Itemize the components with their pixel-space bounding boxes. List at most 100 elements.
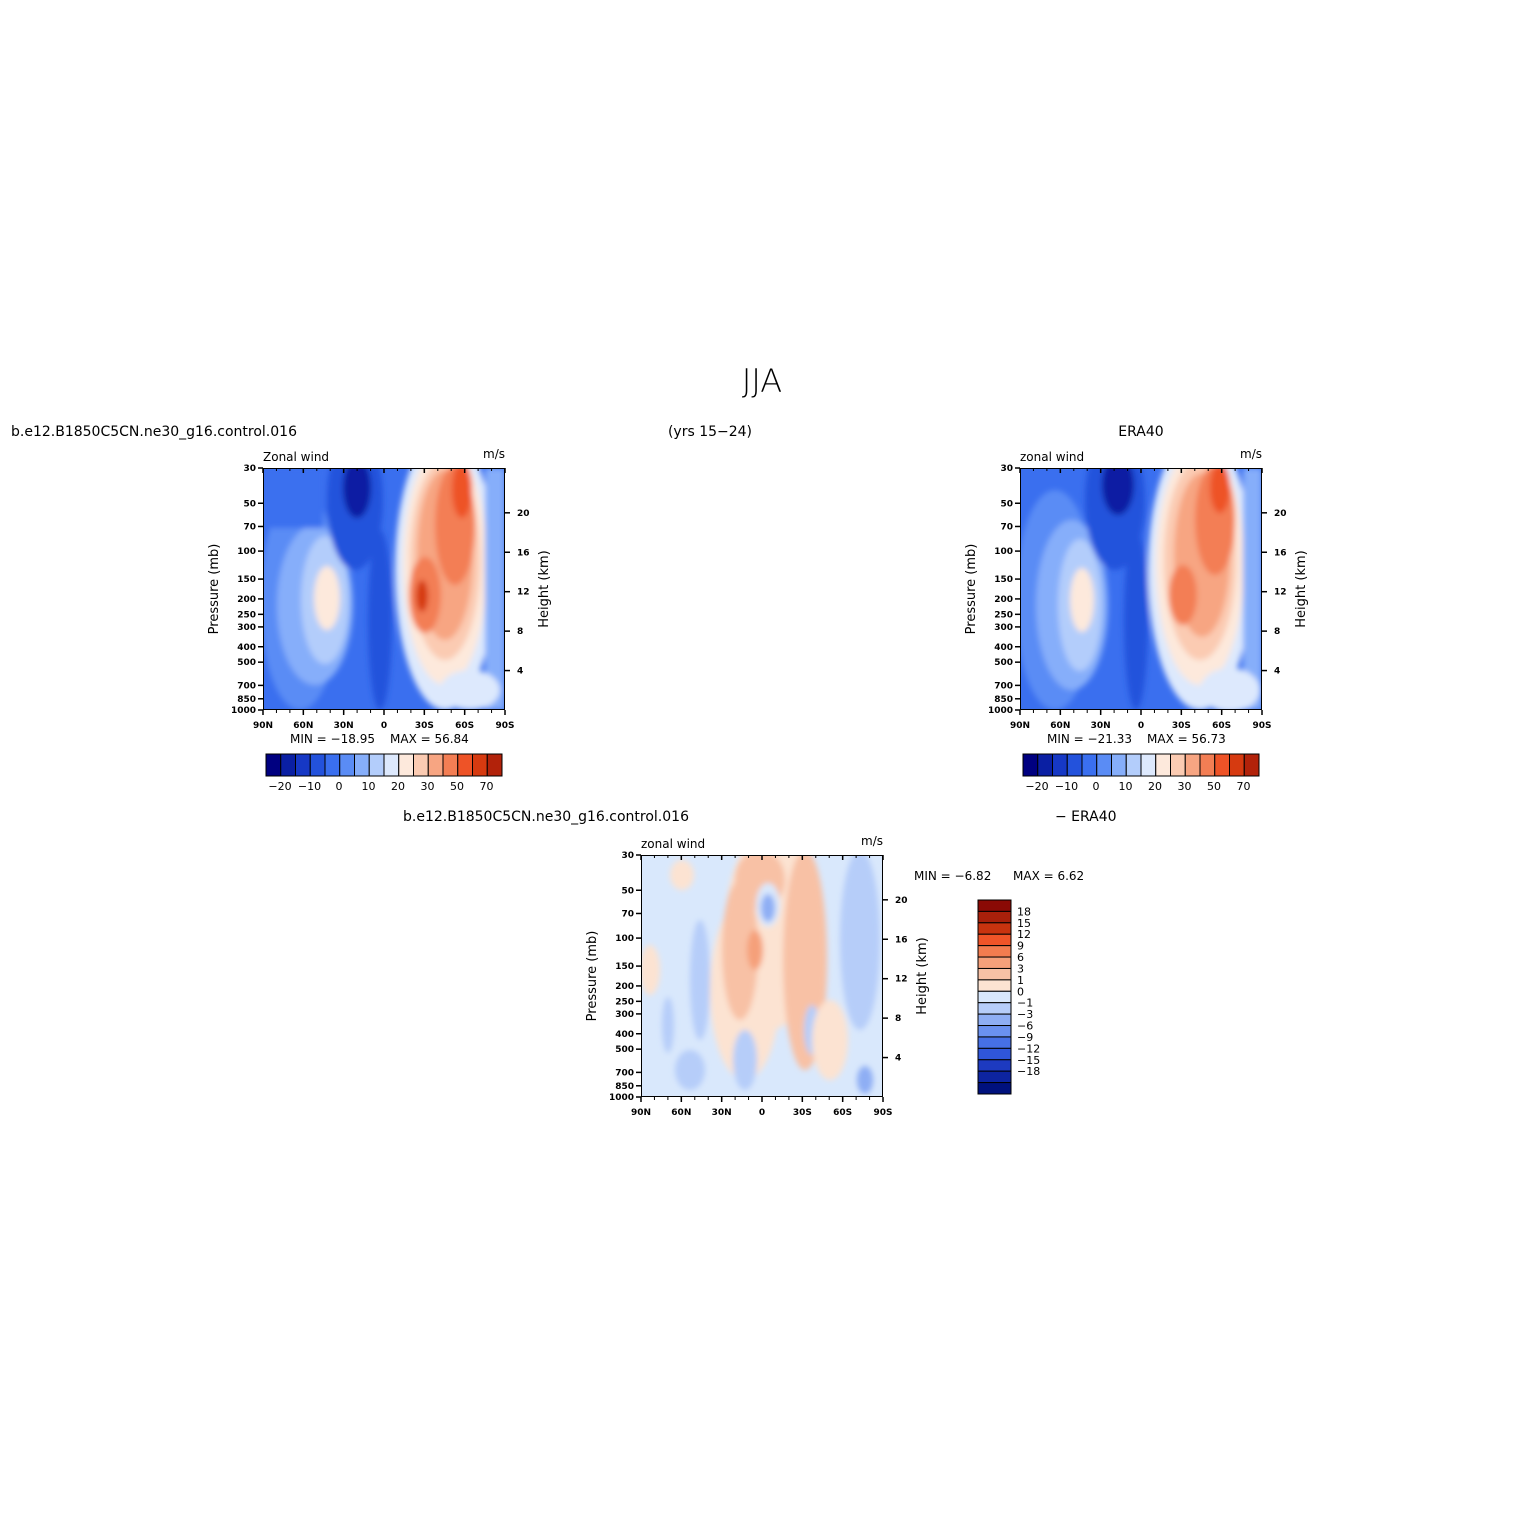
y-tick-label: 50	[1000, 499, 1013, 509]
model-panel: Zonal wind m/s Pressure (mb) Height (km)…	[207, 447, 552, 793]
colorbar-swatch	[977, 899, 1012, 912]
x-tick-label: 60S	[1212, 721, 1231, 731]
y-tick-label: 200	[994, 595, 1013, 605]
y-right-tick-label: 20	[895, 896, 908, 906]
x-tick-label: 90S	[495, 721, 514, 731]
x-tick-label: 30N	[334, 721, 354, 731]
y-right-tick-label: 8	[517, 627, 523, 637]
y-right-tick-label: 20	[1274, 509, 1287, 519]
y-tick-label: 500	[615, 1045, 634, 1055]
colorbar-label: −6	[1017, 1020, 1033, 1033]
colorbar-label: 70	[1237, 780, 1251, 793]
y-tick-label: 400	[994, 643, 1013, 653]
colorbar-swatch	[977, 945, 1012, 958]
colorbar-swatch	[977, 1059, 1012, 1072]
x-tick-label: 30N	[712, 1108, 732, 1118]
diff-max-label: MAX = 6.62	[1013, 869, 1084, 883]
colorbar-swatch	[1022, 753, 1039, 777]
y-right-tick-label: 16	[895, 935, 908, 945]
y-tick-label: 70	[1000, 522, 1013, 532]
colorbar-label: 20	[391, 780, 405, 793]
y-tick-label: 100	[237, 547, 256, 557]
y-tick-label: 850	[237, 695, 256, 705]
x-tick-label: 90N	[1010, 721, 1030, 731]
colorbar-swatch	[457, 753, 473, 777]
y-tick-label: 30	[1000, 464, 1013, 474]
y-right-tick-label: 12	[895, 975, 908, 985]
colorbar-swatch	[1155, 753, 1171, 777]
y-tick-label: 850	[994, 695, 1013, 705]
model-colorbar: −20 −10 0 10 20 30 50 70	[265, 753, 503, 793]
colorbar-label: 30	[1178, 780, 1192, 793]
y-tick-label: 1000	[609, 1093, 634, 1103]
colorbar-swatch	[1140, 753, 1157, 777]
colorbar-label: −18	[1017, 1065, 1040, 1078]
colorbar-label: 0	[336, 780, 343, 793]
y-tick-label: 400	[237, 643, 256, 653]
colorbar-label: 10	[362, 780, 376, 793]
model-axes: 90N 60N 30N 0 30S 60S 90S 30 50 70 100 150 200 250 300…	[231, 464, 530, 731]
colorbar-swatch	[309, 753, 326, 777]
x-tick-label: 60S	[455, 721, 474, 731]
colorbar-swatch	[1037, 753, 1053, 777]
colorbar-label: 9	[1017, 940, 1024, 953]
figure-title: JJA	[742, 362, 782, 400]
x-tick-label: 0	[759, 1108, 765, 1118]
colorbar-swatch	[1170, 753, 1186, 777]
y-tick-label: 200	[237, 595, 256, 605]
model-ylabel: Pressure (mb)	[207, 544, 222, 635]
colorbar-label: 70	[480, 780, 494, 793]
colorbar-label: −20	[268, 780, 291, 793]
diff-ylabel-right: Height (km)	[915, 937, 930, 1014]
colorbar-label: 1	[1017, 974, 1024, 987]
colorbar-swatch	[977, 1025, 1012, 1038]
diff-suffix: − ERA40	[1055, 809, 1117, 825]
x-tick-label: 30S	[793, 1108, 812, 1118]
colorbar-swatch	[977, 990, 1012, 1004]
diff-field	[641, 855, 883, 1097]
colorbar-label: 18	[1017, 905, 1031, 918]
y-right-tick-label: 12	[517, 588, 530, 598]
obs-min-label: MIN = −21.33	[1047, 732, 1132, 746]
colorbar-swatch	[1081, 753, 1098, 777]
y-tick-label: 150	[994, 575, 1013, 585]
y-tick-label: 50	[243, 499, 256, 509]
x-tick-label: 0	[381, 721, 387, 731]
diff-axes: 90N 60N 30N 0 30S 60S 90S 30 50 70 100 150 200 250 300…	[609, 851, 908, 1118]
colorbar-label: −9	[1017, 1031, 1033, 1044]
obs-ylabel: Pressure (mb)	[964, 544, 979, 635]
colorbar-swatch	[977, 1070, 1012, 1084]
colorbar-label: 6	[1017, 951, 1024, 964]
colorbar-label: 30	[421, 780, 435, 793]
y-right-tick-label: 8	[895, 1014, 901, 1024]
colorbar-label: 12	[1017, 928, 1031, 941]
colorbar-label: 15	[1017, 917, 1031, 930]
colorbar-swatch	[265, 753, 282, 777]
colorbar-label: 20	[1148, 780, 1162, 793]
x-tick-label: 90S	[873, 1108, 892, 1118]
y-right-tick-label: 8	[1274, 627, 1280, 637]
colorbar-swatch	[324, 753, 341, 777]
obs-right-string: m/s	[1240, 447, 1262, 461]
y-tick-label: 700	[237, 681, 256, 691]
y-tick-label: 30	[243, 464, 256, 474]
colorbar-swatch	[368, 753, 385, 777]
colorbar-label: −10	[298, 780, 321, 793]
period-label: (yrs 15−24)	[668, 424, 752, 440]
obs-field	[1020, 468, 1262, 710]
y-tick-label: 850	[615, 1082, 634, 1092]
colorbar-label: 3	[1017, 962, 1024, 975]
model-min-label: MIN = −18.95	[290, 732, 375, 746]
y-tick-label: 250	[615, 997, 634, 1007]
colorbar-swatch	[977, 1002, 1012, 1015]
case-name-top: b.e12.B1850C5CN.ne30_g16.control.016	[11, 424, 297, 440]
colorbar-swatch	[280, 753, 296, 777]
y-tick-label: 50	[621, 886, 634, 896]
y-right-tick-label: 16	[517, 548, 530, 558]
y-tick-label: 300	[237, 623, 256, 633]
colorbar-swatch	[1199, 753, 1216, 777]
y-tick-label: 1000	[988, 706, 1013, 716]
y-right-tick-label: 20	[517, 509, 530, 519]
colorbar-label: 0	[1017, 985, 1024, 998]
colorbar-swatch	[427, 753, 444, 777]
